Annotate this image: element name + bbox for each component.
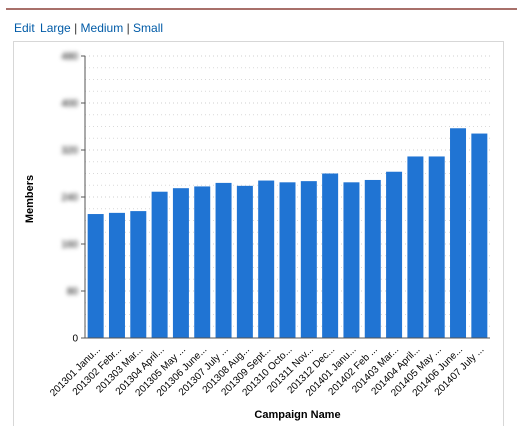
y-axis-title: Members: [24, 175, 36, 223]
bar[interactable]: [194, 186, 211, 338]
bar[interactable]: [300, 181, 317, 338]
y-tick-label: 320: [61, 146, 78, 157]
small-size-link[interactable]: Small: [133, 21, 164, 35]
bar[interactable]: [215, 182, 232, 338]
x-axis-title: Campaign Name: [254, 409, 340, 421]
bar[interactable]: [450, 128, 467, 338]
chart-size-links: Edit Large | Medium | Small: [14, 21, 163, 35]
chart-frame: 0 80 160 240 320 400 480 201301 Janu... 201302 F…: [13, 41, 504, 426]
bar[interactable]: [407, 156, 424, 338]
bar[interactable]: [471, 133, 488, 338]
bar[interactable]: [322, 173, 339, 339]
large-size-link[interactable]: Large: [40, 21, 71, 35]
bar[interactable]: [428, 156, 445, 338]
edit-link[interactable]: Edit: [14, 21, 35, 35]
bar[interactable]: [87, 214, 104, 338]
y-tick-label: 480: [61, 52, 78, 63]
bar[interactable]: [151, 191, 168, 338]
y-tick-label: 400: [61, 99, 78, 110]
link-separator: |: [126, 21, 130, 35]
medium-size-link[interactable]: Medium: [80, 21, 124, 35]
bar[interactable]: [236, 185, 253, 338]
y-tick-label: 240: [61, 193, 78, 204]
link-separator: |: [74, 21, 78, 35]
bar[interactable]: [258, 180, 275, 338]
bar[interactable]: [343, 182, 360, 338]
header-rule: [6, 8, 517, 10]
bar[interactable]: [130, 211, 147, 338]
bar[interactable]: [364, 179, 381, 338]
bar[interactable]: [279, 182, 296, 338]
bar[interactable]: [386, 171, 403, 338]
y-tick-label: 0: [72, 334, 78, 345]
bar[interactable]: [172, 188, 189, 338]
y-tick-label: 160: [61, 240, 78, 251]
y-tick-label: 80: [67, 287, 79, 298]
bar[interactable]: [108, 212, 125, 338]
